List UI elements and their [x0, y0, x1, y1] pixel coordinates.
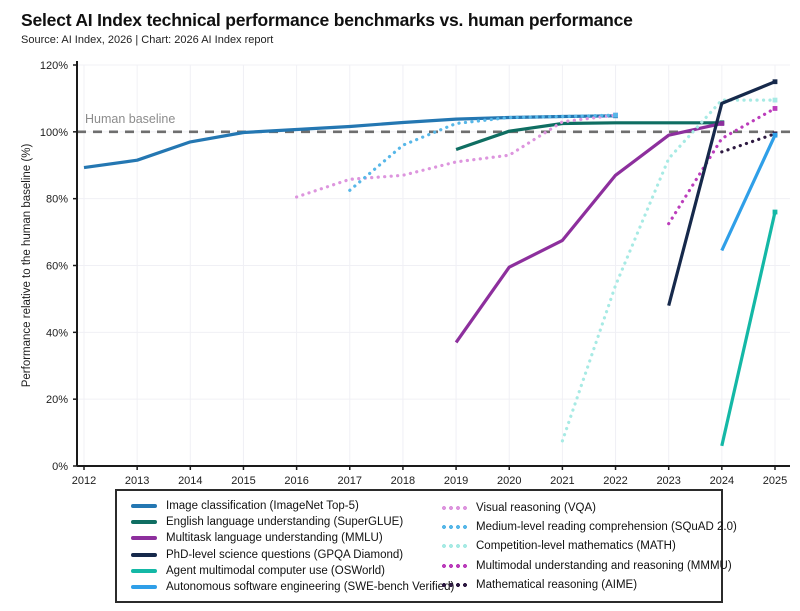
legend-solid-line-swatch	[131, 552, 157, 557]
chart-source: Source: AI Index, 2026 | Chart: 2026 AI …	[21, 34, 274, 46]
legend-item: English language understanding (SuperGLU…	[131, 514, 441, 530]
x-tick-label: 2024	[710, 475, 734, 487]
y-axis-title: Performance relative to the human baseli…	[21, 144, 33, 388]
y-tick-label: 60%	[46, 261, 68, 273]
legend-dotted-line-swatch	[441, 563, 467, 568]
series-line	[454, 121, 723, 344]
series-line	[83, 114, 616, 170]
x-tick-label: 2018	[391, 475, 415, 487]
legend-label: English language understanding (SuperGLU…	[166, 516, 404, 529]
legend-dotted-line-swatch	[441, 505, 467, 510]
legend-item: Agent multimodal computer use (OSWorld)	[131, 563, 441, 579]
series-line	[348, 113, 618, 192]
legend-dotted-line-swatch	[441, 544, 467, 549]
legend-label: Visual reasoning (VQA)	[476, 501, 596, 514]
legend-label: Multitask language understanding (MMLU)	[166, 532, 383, 545]
series-line	[720, 211, 777, 447]
legend-solid-line-swatch	[131, 520, 157, 525]
legend-label: Medium-level reading comprehension (SQuA…	[476, 521, 737, 534]
series-line	[720, 132, 777, 154]
x-tick-label: 2014	[178, 475, 202, 487]
legend-solid-line-swatch	[131, 504, 157, 509]
x-tick-label: 2019	[444, 475, 468, 487]
x-tick-label: 2025	[763, 475, 787, 487]
legend-label: Agent multimodal computer use (OSWorld)	[166, 564, 386, 577]
legend-item: Image classification (ImageNet Top-5)	[131, 498, 441, 514]
chart-title: Select AI Index technical performance be…	[21, 10, 633, 30]
x-tick-label: 2023	[656, 475, 680, 487]
legend-solid-line-swatch	[131, 584, 157, 589]
series-line	[720, 134, 777, 252]
series-endpoint-marker	[772, 79, 778, 85]
series-endpoint-marker	[772, 209, 778, 215]
series-line	[295, 113, 618, 199]
x-tick-label: 2015	[231, 475, 255, 487]
series-line	[560, 98, 777, 443]
legend-label: PhD-level science questions (GPQA Diamon…	[166, 548, 404, 561]
y-tick-label: 40%	[46, 327, 68, 339]
series-line	[667, 106, 777, 226]
x-tick-label: 2017	[338, 475, 362, 487]
legend-dotted-line-swatch	[441, 525, 467, 530]
y-tick-label: 120%	[40, 60, 68, 72]
legend-item: Visual reasoning (VQA)	[441, 499, 737, 516]
x-tick-label: 2022	[603, 475, 627, 487]
legend-column-solid: Image classification (ImageNet Top-5) Eng…	[131, 498, 454, 595]
legend-label: Image classification (ImageNet Top-5)	[166, 500, 359, 513]
y-tick-label: 80%	[46, 194, 68, 206]
y-tick-label: 100%	[40, 127, 68, 139]
legend-label: Competition-level mathematics (MATH)	[476, 540, 676, 553]
legend-item: Mathematical reasoning (AIME)	[441, 577, 737, 594]
legend-item: Multitask language understanding (MMLU)	[131, 530, 441, 546]
legend-item: PhD-level science questions (GPQA Diamon…	[131, 547, 441, 563]
x-tick-label: 2020	[497, 475, 521, 487]
legend-item: Competition-level mathematics (MATH)	[441, 538, 737, 555]
series-endpoint-marker	[613, 112, 618, 118]
legend-item: Medium-level reading comprehension (SQuA…	[441, 519, 737, 536]
x-tick-label: 2012	[72, 475, 96, 487]
legend-label: Autonomous software engineering (SWE-ben…	[166, 580, 455, 593]
series-endpoint-marker	[772, 97, 778, 103]
x-tick-label: 2016	[284, 475, 308, 487]
legend-item: Autonomous software engineering (SWE-ben…	[131, 579, 454, 595]
legend: Image classification (ImageNet Top-5) Eng…	[115, 489, 737, 603]
legend-item: Multimodal understanding and reasoning (…	[441, 557, 737, 574]
legend-label: Mathematical reasoning (AIME)	[476, 579, 638, 592]
legend-solid-line-swatch	[131, 536, 157, 541]
legend-label: Multimodal understanding and reasoning (…	[476, 559, 732, 572]
y-tick-label: 20%	[46, 394, 68, 406]
series-endpoint-marker	[772, 132, 778, 138]
series-endpoint-marker	[719, 121, 725, 126]
x-tick-label: 2021	[550, 475, 574, 487]
series-line	[667, 80, 776, 307]
legend-column-dotted: Visual reasoning (VQA) Medium-level readi…	[441, 498, 737, 595]
series-endpoint-marker	[772, 106, 778, 111]
series-line	[455, 121, 722, 152]
human-baseline-label: Human baseline	[85, 112, 175, 126]
legend-dotted-line-swatch	[441, 583, 467, 588]
line-chart: Human baseline 0% 20% 40% 60% 80% 100% 120% 2012…	[21, 60, 790, 487]
x-tick-label: 2013	[125, 475, 149, 487]
legend-solid-line-swatch	[131, 568, 157, 573]
y-tick-label: 0%	[52, 461, 68, 473]
